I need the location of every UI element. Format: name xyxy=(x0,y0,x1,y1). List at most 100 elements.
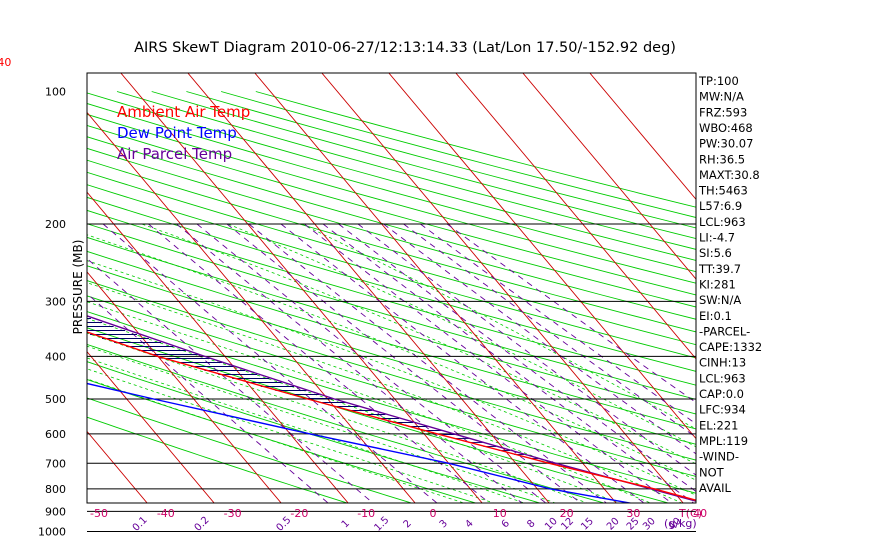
index-entry: LCL:963 xyxy=(699,215,746,229)
pressure-tick-label: 400 xyxy=(45,350,66,363)
dry-adiabat-line xyxy=(87,265,696,445)
index-entry: LI:-4.7 xyxy=(699,231,735,245)
moist-adiabat-line xyxy=(87,301,652,503)
isotherm-line xyxy=(187,73,550,503)
moist-adiabat-line xyxy=(87,378,465,503)
mixing-ratio-line xyxy=(102,223,438,503)
bottom-temp-tick-label: -10 xyxy=(357,507,375,520)
y-axis-label: PRESSURE (MB) xyxy=(71,240,85,335)
mixing-ratio-line xyxy=(420,223,696,425)
dry-adiabat-line xyxy=(87,311,696,494)
dry-adiabat-line xyxy=(87,124,696,296)
mixing-ratio-line xyxy=(304,223,673,503)
mixing-ratio-label: 0.2 xyxy=(193,515,212,534)
moist-adiabat-line xyxy=(301,223,696,430)
index-entry: CAPE:1332 xyxy=(699,340,762,354)
mixing-ratio-label: 8 xyxy=(525,518,537,530)
index-entry: TH:5463 xyxy=(698,184,748,198)
mixing-ratio-label: 1 xyxy=(340,518,352,530)
mixing-ratio-line xyxy=(196,223,547,503)
pressure-tick-label: 900 xyxy=(45,505,66,518)
bottom-temp-tick-label: 0 xyxy=(430,507,437,520)
mixing-ratio-line xyxy=(87,257,374,503)
dry-adiabat-line xyxy=(87,327,670,503)
moist-adiabat-line xyxy=(87,368,495,503)
index-entry: LFC:934 xyxy=(699,403,746,417)
moist-adiabat-line xyxy=(141,223,696,465)
index-entry: -PARCEL- xyxy=(699,324,750,338)
index-entry: EL:221 xyxy=(699,418,739,432)
bottom-temp-tick-label: 30 xyxy=(626,507,640,520)
background-lines xyxy=(0,71,696,542)
index-entry: NOT xyxy=(699,465,725,479)
bottom-unit-label: T(C) xyxy=(678,507,702,520)
isobars xyxy=(87,223,696,532)
mixing-ratio-line xyxy=(322,223,695,503)
index-entry: RH:36.5 xyxy=(699,152,745,166)
index-entry: MAXT:30.8 xyxy=(699,168,760,182)
dry-adiabat-line xyxy=(87,379,478,503)
isotherm-line xyxy=(0,71,46,542)
moist-adiabat-line xyxy=(87,357,526,503)
dry-adiabat-line xyxy=(87,223,696,400)
dry-adiabat-line xyxy=(87,147,696,320)
moist-adiabat-line xyxy=(87,317,620,503)
index-entry: LCL:963 xyxy=(699,371,746,385)
mixing-ratio-label: 3 xyxy=(438,518,450,530)
isotherm-line xyxy=(388,73,696,440)
isotherm-line xyxy=(87,111,416,503)
cape-hatching xyxy=(87,318,612,479)
mixing-ratio-line xyxy=(280,223,645,503)
legend-entry: Air Parcel Temp xyxy=(117,145,232,163)
isotherm-line xyxy=(87,430,148,503)
bottom-temp-tick-label: -50 xyxy=(90,507,108,520)
moist-adiabat-line xyxy=(87,260,696,496)
mixing-unit-label: (g/kg) xyxy=(664,517,697,530)
dry-adiabat-line xyxy=(87,159,696,333)
pressure-tick-label: 700 xyxy=(45,457,66,470)
dry-adiabat-line xyxy=(87,397,413,503)
isotherm-line xyxy=(87,350,215,503)
profile-line xyxy=(87,331,696,501)
pressure-tick-label: 800 xyxy=(45,483,66,496)
moist-adiabat-line xyxy=(227,223,696,448)
pressure-tick-label: 1000 xyxy=(38,526,66,539)
moist-adiabat-line xyxy=(87,332,589,503)
legend-entry: Dew Point Temp xyxy=(117,124,237,142)
pressure-tick-label: 200 xyxy=(45,218,66,231)
index-entry: -WIND- xyxy=(699,450,739,464)
bottom-temp-tick-label: 40 xyxy=(693,507,707,520)
mixing-ratio-label: 15 xyxy=(579,516,596,533)
index-entry: KI:281 xyxy=(699,278,736,292)
isotherm-line xyxy=(87,191,349,503)
top-temp-tick-label: -40 xyxy=(0,56,11,69)
profile-line xyxy=(87,315,696,502)
dry-adiabat-line xyxy=(87,196,696,372)
isotherm-line xyxy=(87,271,282,503)
dry-adiabat-line xyxy=(87,184,696,359)
moist-adiabat-line xyxy=(87,234,696,481)
bottom-temp-tick-label: 10 xyxy=(493,507,507,520)
plot-frame xyxy=(86,72,697,504)
index-entry: TP:100 xyxy=(698,74,739,88)
isotherm-line xyxy=(455,73,696,360)
legend-entry: Ambient Air Temp xyxy=(117,103,250,121)
index-entry: FRZ:593 xyxy=(699,105,747,119)
dry-adiabat-line xyxy=(87,343,606,503)
mixing-ratio-line xyxy=(248,223,608,503)
profiles xyxy=(87,315,696,503)
chart-title: AIRS SkewT Diagram 2010-06-27/12:13:14.3… xyxy=(134,40,676,56)
index-entry: CINH:13 xyxy=(699,356,746,370)
mixing-ratio-label: 2 xyxy=(402,518,414,530)
mixing-ratio-line xyxy=(226,223,582,503)
dry-adiabat-line xyxy=(87,250,696,430)
mixing-ratio-label: 30 xyxy=(641,516,658,533)
dry-adiabat-line xyxy=(87,113,696,284)
dry-adiabat-line xyxy=(87,416,349,503)
dry-adiabat-line xyxy=(87,361,542,503)
mixing-ratio-label: 20 xyxy=(605,516,622,533)
index-entry: SI:5.6 xyxy=(699,246,732,260)
dry-adiabat-line xyxy=(87,295,696,477)
mixing-ratio-label: 10 xyxy=(543,516,560,533)
